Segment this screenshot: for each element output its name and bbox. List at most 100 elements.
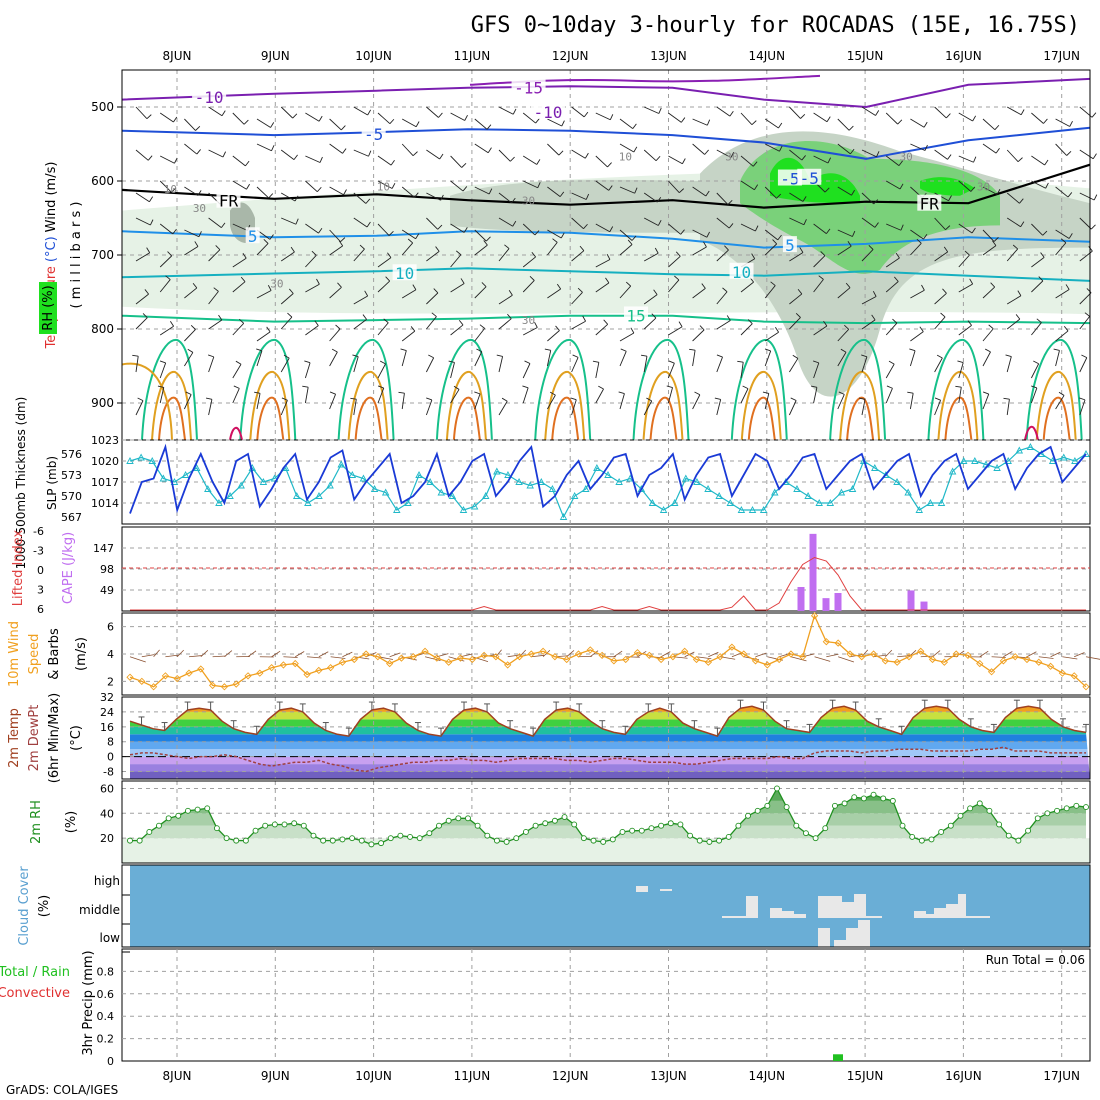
wind-barb xyxy=(668,255,681,268)
thickness-marker xyxy=(526,481,534,489)
wind-barb-flag xyxy=(343,189,347,195)
precip-panel: 0 0.2 0.4 0.6 0.8 Run Total = 0.06 Total / R… xyxy=(0,948,1091,1068)
rh2m-marker xyxy=(291,820,298,827)
contour-label-bg xyxy=(245,227,260,244)
wind-barb-flag xyxy=(826,116,831,122)
thickness-marker xyxy=(292,492,301,499)
wind-barb-flag xyxy=(243,119,249,125)
contour-label-bg xyxy=(530,102,565,119)
wind-barb xyxy=(426,192,441,201)
wind-barb xyxy=(571,357,579,373)
cloud-block xyxy=(966,916,990,918)
wind-barb-flag xyxy=(803,219,807,225)
rh2m-marker xyxy=(262,822,269,829)
contour-label: 5 xyxy=(785,236,795,255)
wind-barb xyxy=(474,143,489,154)
wind-barb-flag xyxy=(1033,360,1039,365)
wind10-speed-line xyxy=(129,613,1087,688)
wind-barb-flag xyxy=(818,275,824,280)
wind-barb-flag xyxy=(779,145,783,152)
cloud-level-label: high xyxy=(94,874,120,888)
rh2m-marker xyxy=(561,814,568,820)
wind-barb-flag xyxy=(579,245,585,252)
thickness-marker xyxy=(737,506,746,513)
wind-barb xyxy=(232,322,245,336)
wind-barb-flag xyxy=(861,354,868,358)
wind-barb-flag xyxy=(560,232,565,239)
thickness-marker xyxy=(1026,443,1035,450)
wind-barb-flag xyxy=(973,156,977,163)
wind-barb xyxy=(305,112,320,122)
wind-barb xyxy=(159,362,167,379)
wind-barb-flag xyxy=(778,122,783,129)
rh2m-marker xyxy=(503,838,510,845)
rh2m-marker xyxy=(745,812,751,819)
wind-barb-flag xyxy=(242,253,247,259)
rh2m-marker xyxy=(677,821,684,828)
wind-barb-flag xyxy=(651,313,657,319)
cape-label: CAPE (J/kg) xyxy=(61,532,76,604)
temp2m-tick-label: 8 xyxy=(107,736,114,749)
wind-barb xyxy=(595,180,610,191)
wind-barb-flag xyxy=(1012,244,1018,250)
wind10-barb xyxy=(436,653,449,658)
wind-barb-flag xyxy=(840,348,847,353)
wind-barbs xyxy=(132,106,1098,416)
wind-barb-flag xyxy=(646,397,652,402)
wind-barb-flag xyxy=(331,348,338,353)
rh2m-marker xyxy=(368,841,375,848)
wind-barb-flag xyxy=(512,220,517,227)
wind-barb-flag xyxy=(703,241,707,248)
wind-barb xyxy=(329,118,342,131)
wind-barb-flag xyxy=(810,385,818,388)
wind-barb-flag xyxy=(598,385,604,390)
rh2m-marker xyxy=(484,832,491,839)
wind10-barb xyxy=(731,652,743,658)
rh2m-marker xyxy=(996,821,1003,828)
wind10-marker xyxy=(610,657,618,665)
wind10-barb xyxy=(1050,651,1061,658)
wind-barb xyxy=(474,286,487,299)
wind10-barb xyxy=(283,656,298,658)
thickness-marker xyxy=(237,481,245,489)
wind10-barb xyxy=(247,650,257,658)
wind10-marker xyxy=(338,658,347,666)
thickness-marker xyxy=(459,506,468,513)
diurnal-loop-20 xyxy=(347,370,389,441)
wind-barb xyxy=(1031,280,1044,293)
wind-barb-flag xyxy=(294,195,299,202)
wind-barb xyxy=(837,352,847,367)
wind-barb xyxy=(1055,330,1069,342)
run-total: Run Total = 0.06 xyxy=(986,953,1085,967)
cloud-level-label: middle xyxy=(79,903,120,917)
wind-barb xyxy=(643,400,653,416)
wind-barb-flag xyxy=(316,186,322,193)
wind-barb xyxy=(184,229,200,238)
wind-barb xyxy=(184,246,199,256)
wind-barb-flag xyxy=(281,397,288,401)
date-label-bottom: 13JUN xyxy=(650,1069,687,1083)
wind-barb-flag xyxy=(945,113,951,119)
wind-barb xyxy=(595,362,600,379)
wind-barb xyxy=(159,112,174,123)
wind-barb xyxy=(934,149,948,160)
wind-barb-flag xyxy=(605,277,610,284)
wind-barb-flag xyxy=(892,318,898,324)
contour-label-bg xyxy=(797,168,822,185)
wind10-marker xyxy=(267,664,276,672)
wind-barb-flag xyxy=(195,126,201,131)
rh2m-marker xyxy=(204,805,211,812)
wind-barb-flag xyxy=(295,218,299,225)
wind-barb xyxy=(401,289,417,299)
wind-barb-flag xyxy=(485,236,491,242)
date-label-bottom: 17JUN xyxy=(1043,1069,1080,1083)
wind-barb xyxy=(280,251,295,262)
wind-barb xyxy=(1031,180,1046,189)
wind-barb-flag xyxy=(824,187,830,193)
wind-barb xyxy=(1079,316,1091,330)
wind-barb xyxy=(135,317,148,330)
date-label-bottom: 14JUN xyxy=(749,1069,786,1083)
thickness-marker xyxy=(815,499,823,506)
wind-barb xyxy=(1031,112,1044,124)
wind-barb-flag xyxy=(1065,284,1070,290)
